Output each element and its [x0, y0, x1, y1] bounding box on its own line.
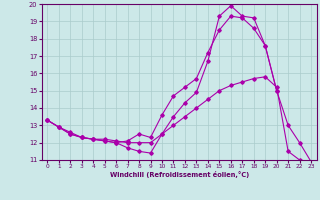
X-axis label: Windchill (Refroidissement éolien,°C): Windchill (Refroidissement éolien,°C)	[109, 171, 249, 178]
